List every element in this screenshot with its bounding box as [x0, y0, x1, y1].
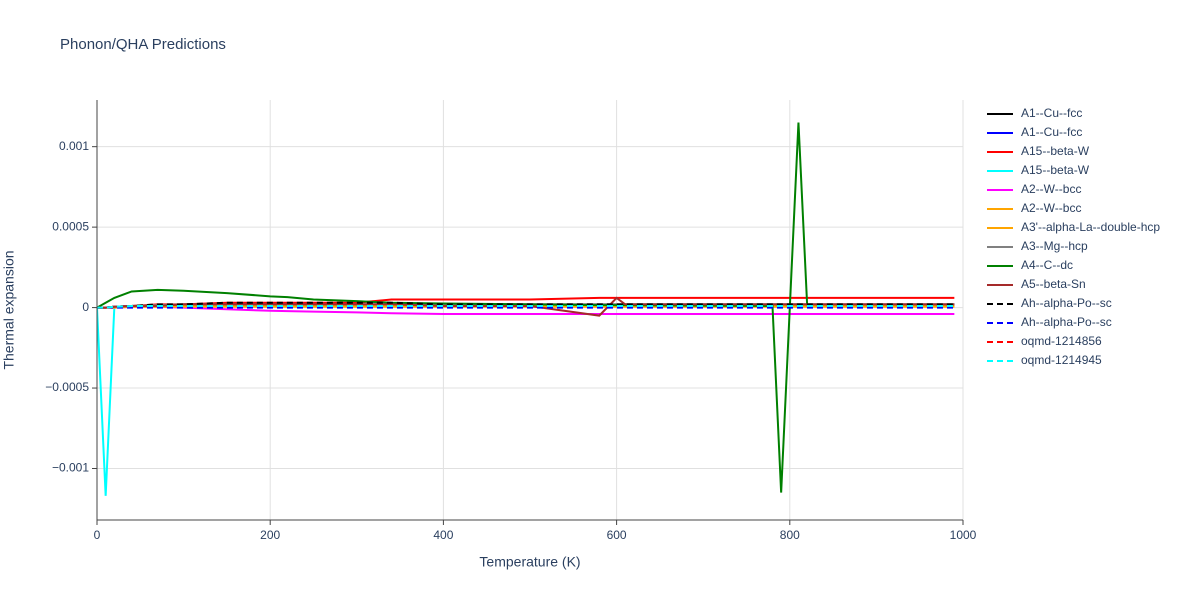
- y-tick-label: −0.0005: [45, 380, 89, 394]
- y-axis-title: Thermal expansion: [1, 250, 17, 369]
- legend-label: A2--W--bcc: [1021, 182, 1081, 196]
- x-tick-label: 600: [607, 528, 627, 542]
- legend-label: A5--beta-Sn: [1021, 277, 1086, 291]
- legend-label: oqmd-1214945: [1021, 353, 1102, 367]
- legend-label: Ah--alpha-Po--sc: [1021, 296, 1112, 310]
- legend-label: A2--W--bcc: [1021, 201, 1081, 215]
- legend-label: A15--beta-W: [1021, 163, 1090, 177]
- x-tick-label: 800: [780, 528, 800, 542]
- legend: A1--Cu--fcc A1--Cu--fcc A15--beta-W A15--be…: [987, 106, 1160, 367]
- y-tick-label: −0.001: [52, 461, 89, 475]
- series-line: [97, 301, 955, 309]
- legend-label: Ah--alpha-Po--sc: [1021, 315, 1112, 329]
- legend-label: A3--Mg--hcp: [1021, 239, 1088, 253]
- plot-area: [97, 122, 955, 496]
- series-line: [97, 304, 955, 496]
- x-axis-title: Temperature (K): [479, 554, 580, 570]
- series-line: [97, 304, 955, 309]
- x-tick-label: 200: [260, 528, 280, 542]
- legend-label: A15--beta-W: [1021, 144, 1090, 158]
- legend-label: A4--C--dc: [1021, 258, 1073, 272]
- legend-label: A3'--alpha-La--double-hcp: [1021, 220, 1160, 234]
- chart-title: Phonon/QHA Predictions: [60, 36, 226, 53]
- grid: [92, 100, 964, 525]
- x-tick-label: 400: [433, 528, 453, 542]
- legend-label: A1--Cu--fcc: [1021, 106, 1082, 120]
- y-tick-label: 0.001: [59, 139, 89, 153]
- y-tick-label: 0: [82, 300, 89, 314]
- x-tick-label: 0: [94, 528, 101, 542]
- legend-label: oqmd-1214856: [1021, 334, 1102, 348]
- y-tick-label: 0.0005: [52, 219, 89, 233]
- legend-label: A1--Cu--fcc: [1021, 125, 1082, 139]
- x-tick-label: 1000: [950, 528, 977, 542]
